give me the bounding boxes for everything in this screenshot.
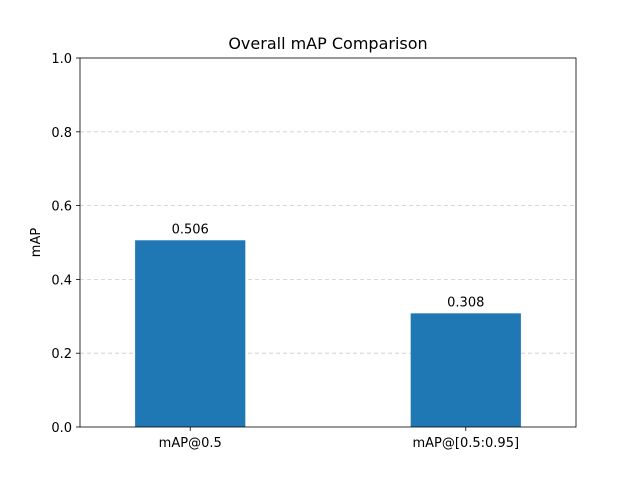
y-tick-label-3: 0.6 xyxy=(51,200,72,215)
bar-0 xyxy=(135,240,246,427)
y-tick-label-0: 0.0 xyxy=(51,421,72,436)
y-axis-label: mAP xyxy=(29,228,44,258)
y-tick-label-5: 1.0 xyxy=(51,52,72,67)
y-tick-label-1: 0.2 xyxy=(51,347,72,362)
x-tick-label-0: mAP@0.5 xyxy=(159,436,222,451)
plot-frame xyxy=(79,57,577,428)
bar-1 xyxy=(410,313,521,427)
y-tick-label-4: 0.8 xyxy=(51,126,72,141)
data-label-1: 0.308 xyxy=(447,295,484,310)
x-tick-label-1: mAP@[0.5:0.95] xyxy=(413,436,520,451)
bars xyxy=(135,240,521,427)
plot-border xyxy=(79,57,577,428)
chart-title: Overall mAP Comparison xyxy=(228,34,427,53)
data-label-0: 0.506 xyxy=(172,222,209,237)
data-labels: 0.506 0.308 xyxy=(172,222,485,310)
ticks: mAP@0.5 mAP@[0.5:0.95] 0.0 0.2 0.4 0.6 0.8 1.0 xyxy=(51,52,519,451)
y-tick-label-2: 0.4 xyxy=(51,273,72,288)
